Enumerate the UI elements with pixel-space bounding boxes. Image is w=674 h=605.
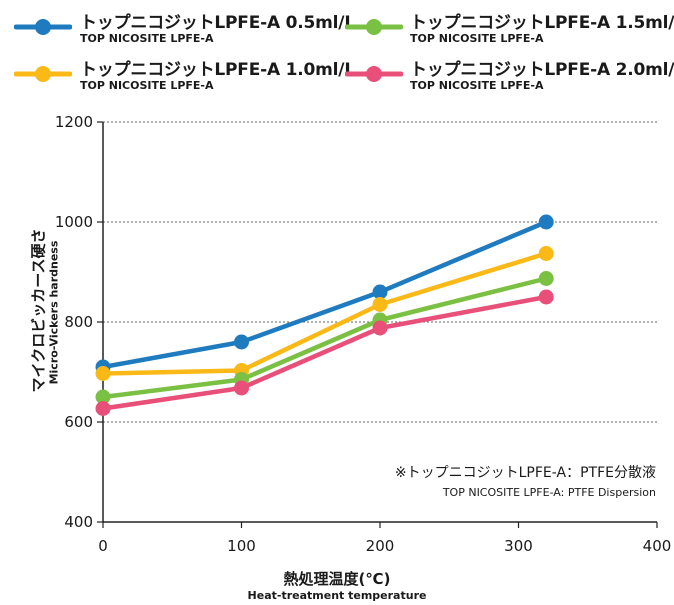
- legend-title-0: トップニコジットLPFE-A 0.5ml/L: [80, 13, 355, 33]
- x-tick-label-4: 400: [643, 537, 672, 555]
- data-point-2-3: [538, 271, 554, 286]
- legend-swatch-1: [345, 19, 403, 35]
- data-point-0-3: [538, 214, 554, 230]
- legend-swatch-2: [14, 66, 72, 82]
- legend-swatch-3: [345, 66, 403, 82]
- x-tick-label-2: 200: [366, 537, 395, 555]
- legend-subtitle-3: TOP NICOSITE LPFE-A: [410, 79, 544, 92]
- series-line-3: [100, 294, 549, 411]
- data-point-1-3: [538, 246, 554, 261]
- data-point-3-3: [538, 289, 554, 305]
- series-line-2: [100, 276, 549, 400]
- legend-swatch-0: [14, 19, 72, 35]
- y-tick-label-3: 1000: [55, 213, 93, 231]
- data-point-1-0: [95, 366, 111, 381]
- y-tick-label-1: 600: [64, 413, 93, 431]
- data-point-0-1: [234, 334, 249, 350]
- dispersion-note: ※トップニコジットLPFE-A：PTFE分散液: [394, 465, 656, 481]
- data-point-3-0: [95, 401, 111, 416]
- y-tick-label-4: 1200: [55, 113, 93, 131]
- x-tick-label-3: 300: [504, 537, 533, 555]
- dispersion-note-en: TOP NICOSITE LPFE-A: PTFE Dispersion: [442, 486, 656, 499]
- y-axis-label-group: マイクロビッカース硬さ Micro-Vickers hardness: [8, 210, 61, 410]
- series-line-1: [100, 251, 549, 376]
- legend-title-2: トップニコジットLPFE-A 1.0ml/L: [80, 60, 355, 80]
- legend-title-3: トップニコジットLPFE-A 2.0ml/L: [410, 60, 674, 80]
- x-tick-label-0: 0: [98, 537, 108, 555]
- y-tick-label-0: 400: [64, 513, 93, 531]
- y-tick-label-2: 800: [64, 313, 93, 331]
- data-point-3-1: [234, 380, 249, 396]
- data-point-0-2: [372, 284, 388, 300]
- series-line-0: [100, 219, 549, 370]
- x-axis-label-en: Heat-treatment temperature: [247, 589, 427, 602]
- y-axis-label-en: Micro-Vickers hardness: [47, 240, 61, 385]
- data-point-1-2: [372, 297, 388, 312]
- y-axis-label: マイクロビッカース硬さ: [29, 228, 48, 393]
- legend-subtitle-1: TOP NICOSITE LPFE-A: [410, 32, 544, 45]
- legend-subtitle-2: TOP NICOSITE LPFE-A: [80, 79, 214, 92]
- legend-subtitle-0: TOP NICOSITE LPFE-A: [80, 32, 214, 45]
- data-point-2-0: [95, 389, 111, 405]
- x-axis-label: 熱処理温度(℃): [283, 570, 391, 588]
- data-point-3-2: [372, 320, 388, 336]
- legend-title-1: トップニコジットLPFE-A 1.5ml/L: [410, 13, 674, 33]
- x-tick-label-1: 100: [227, 537, 256, 555]
